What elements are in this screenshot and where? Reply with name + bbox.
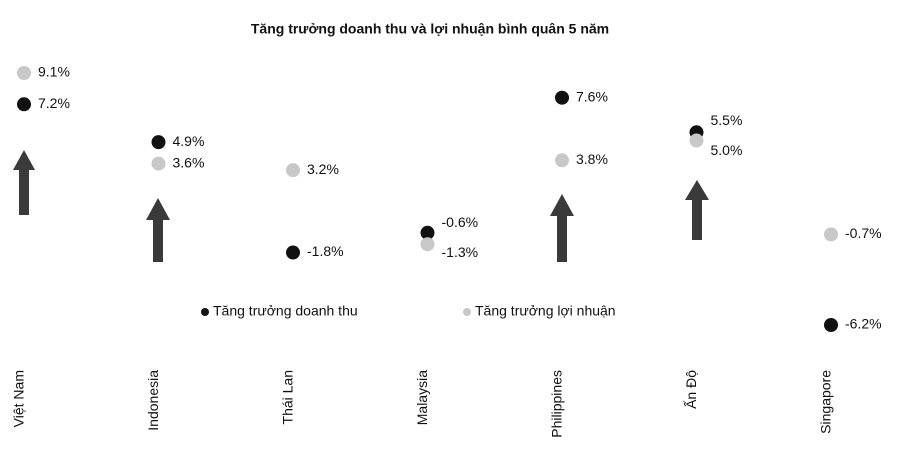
data-label: 3.2% <box>307 161 339 177</box>
dot <box>420 225 435 240</box>
x-tick-label: Malaysia <box>414 370 430 425</box>
arrow <box>550 194 574 262</box>
data-label: -6.2% <box>845 316 882 332</box>
x-tick-label: Singapore <box>818 370 834 434</box>
x-tick-label: Indonesia <box>145 370 161 431</box>
legend-label: Tăng trưởng doanh thu <box>213 303 358 319</box>
dot <box>555 153 569 168</box>
x-tick-label: Philippines <box>549 370 565 438</box>
dot <box>286 245 300 260</box>
x-tick-label: Thái Lan <box>280 370 296 424</box>
dot <box>17 97 31 112</box>
data-label: 7.6% <box>576 88 608 104</box>
dot <box>151 156 166 171</box>
dot <box>689 133 704 148</box>
data-label: 7.2% <box>38 95 70 111</box>
legend-marker <box>463 308 471 316</box>
data-label: 5.0% <box>711 142 743 158</box>
data-label: -0.6% <box>442 214 479 230</box>
dot <box>555 90 569 105</box>
legend-marker <box>201 308 209 316</box>
arrow <box>685 180 709 240</box>
data-label: 3.8% <box>576 151 608 167</box>
arrow <box>13 150 35 215</box>
arrow <box>146 198 170 262</box>
dot <box>151 135 166 150</box>
chart-title: Tăng trưởng doanh thu và lợi nhuận bình … <box>251 21 609 37</box>
data-label: 3.6% <box>173 154 205 170</box>
dot <box>824 318 838 332</box>
arrows <box>13 150 709 262</box>
data-label: -1.3% <box>442 244 479 260</box>
dot <box>17 66 31 80</box>
data-label: -1.8% <box>307 243 344 259</box>
data-label: 5.5% <box>711 112 743 128</box>
dot <box>420 237 435 252</box>
dot <box>824 227 838 242</box>
x-tick-label: Việt Nam <box>11 370 27 427</box>
data-label: 4.9% <box>173 133 205 149</box>
dot <box>286 163 300 178</box>
data-label: -0.7% <box>845 225 882 241</box>
legend-label: Tăng trưởng lợi nhuận <box>475 303 616 319</box>
x-tick-label: Ấn Độ <box>683 370 699 409</box>
data-label: 9.1% <box>38 64 70 80</box>
